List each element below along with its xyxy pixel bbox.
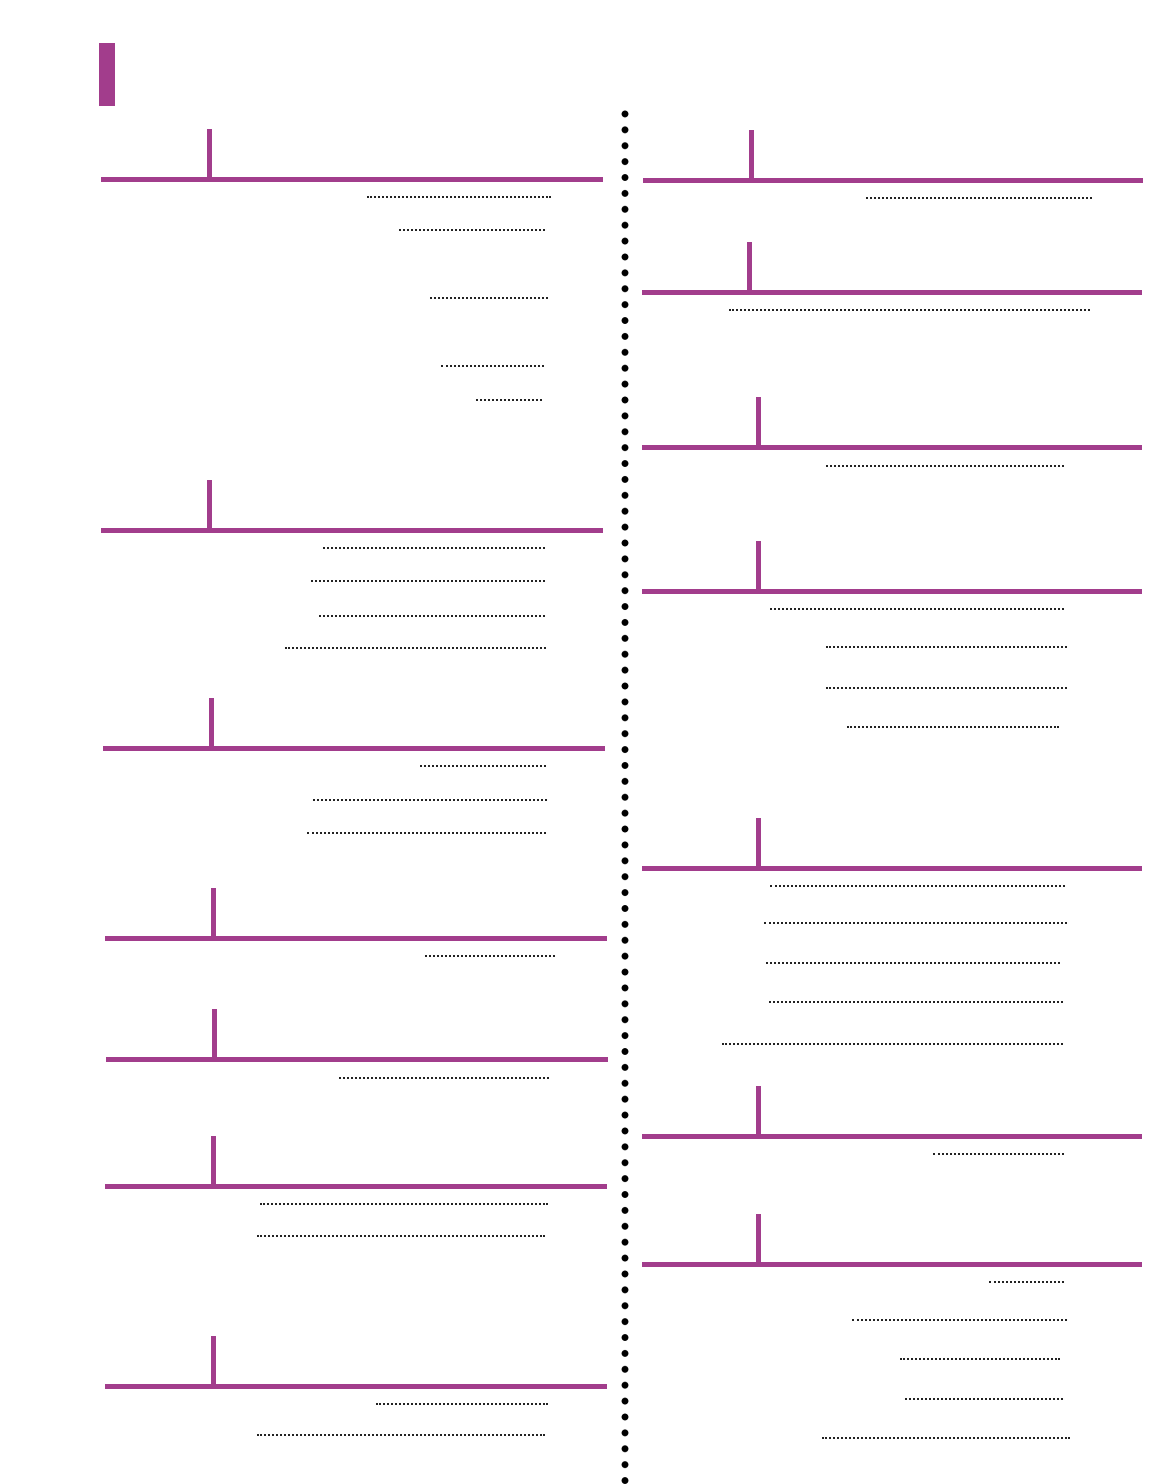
- section-rule: [105, 1384, 607, 1389]
- entry-dot-leader: [722, 1043, 1063, 1045]
- entry-dot-leader: [323, 547, 545, 549]
- title-accent-bar: [99, 43, 115, 106]
- section-rule: [642, 290, 1142, 295]
- entry-dot-leader: [311, 580, 545, 582]
- entry-dot-leader: [769, 1001, 1063, 1003]
- section-rule: [642, 1262, 1142, 1267]
- entry-dot-leader: [822, 1437, 1070, 1439]
- entry-dot-leader: [441, 365, 544, 367]
- section-marker: [756, 1214, 761, 1264]
- entry-dot-leader: [866, 197, 1092, 199]
- section-marker: [207, 480, 212, 530]
- section-rule: [103, 746, 605, 751]
- entry-dot-leader: [770, 885, 1065, 887]
- entry-dot-leader: [826, 687, 1067, 689]
- section-rule: [642, 445, 1142, 450]
- section-rule: [105, 936, 607, 941]
- entry-dot-leader: [376, 1403, 548, 1405]
- entry-dot-leader: [476, 399, 542, 401]
- entry-dot-leader: [260, 1203, 548, 1205]
- entry-dot-leader: [319, 615, 545, 617]
- section-marker: [756, 818, 761, 868]
- entry-dot-leader: [339, 1077, 549, 1079]
- entry-dot-leader: [729, 309, 1090, 311]
- entry-dot-leader: [905, 1398, 1063, 1400]
- entry-dot-leader: [826, 646, 1067, 648]
- entry-dot-leader: [367, 196, 551, 198]
- entry-dot-leader: [847, 726, 1059, 728]
- section-marker: [212, 1009, 217, 1059]
- section-marker: [211, 1336, 216, 1386]
- entry-dot-leader: [933, 1153, 1064, 1155]
- section-marker: [749, 130, 754, 180]
- entry-dot-leader: [420, 765, 546, 767]
- entry-dot-leader: [766, 962, 1060, 964]
- section-rule: [642, 589, 1142, 594]
- section-marker: [207, 129, 212, 179]
- section-marker: [211, 1136, 216, 1186]
- section-marker: [211, 888, 216, 938]
- entry-dot-leader: [430, 297, 548, 299]
- section-rule: [101, 528, 603, 533]
- entry-dot-leader: [764, 922, 1067, 924]
- section-marker: [756, 1086, 761, 1136]
- entry-dot-leader: [425, 955, 555, 957]
- entry-dot-leader: [900, 1358, 1060, 1360]
- entry-dot-leader: [307, 832, 546, 834]
- section-rule: [642, 1134, 1142, 1139]
- entry-dot-leader: [826, 465, 1064, 467]
- entry-dot-leader: [313, 799, 547, 801]
- column-divider: [620, 106, 630, 1484]
- entry-dot-leader: [285, 647, 546, 649]
- entry-dot-leader: [770, 608, 1064, 610]
- section-marker: [756, 541, 761, 591]
- section-rule: [106, 1057, 608, 1062]
- entry-dot-leader: [989, 1281, 1064, 1283]
- entry-dot-leader: [257, 1235, 545, 1237]
- section-marker: [756, 397, 761, 447]
- entry-dot-leader: [852, 1319, 1067, 1321]
- section-rule: [642, 866, 1142, 871]
- entry-dot-leader: [257, 1434, 545, 1436]
- section-rule: [105, 1184, 607, 1189]
- section-marker: [747, 242, 752, 292]
- section-rule: [643, 178, 1143, 183]
- section-rule: [101, 177, 603, 182]
- entry-dot-leader: [399, 229, 545, 231]
- section-marker: [209, 698, 214, 748]
